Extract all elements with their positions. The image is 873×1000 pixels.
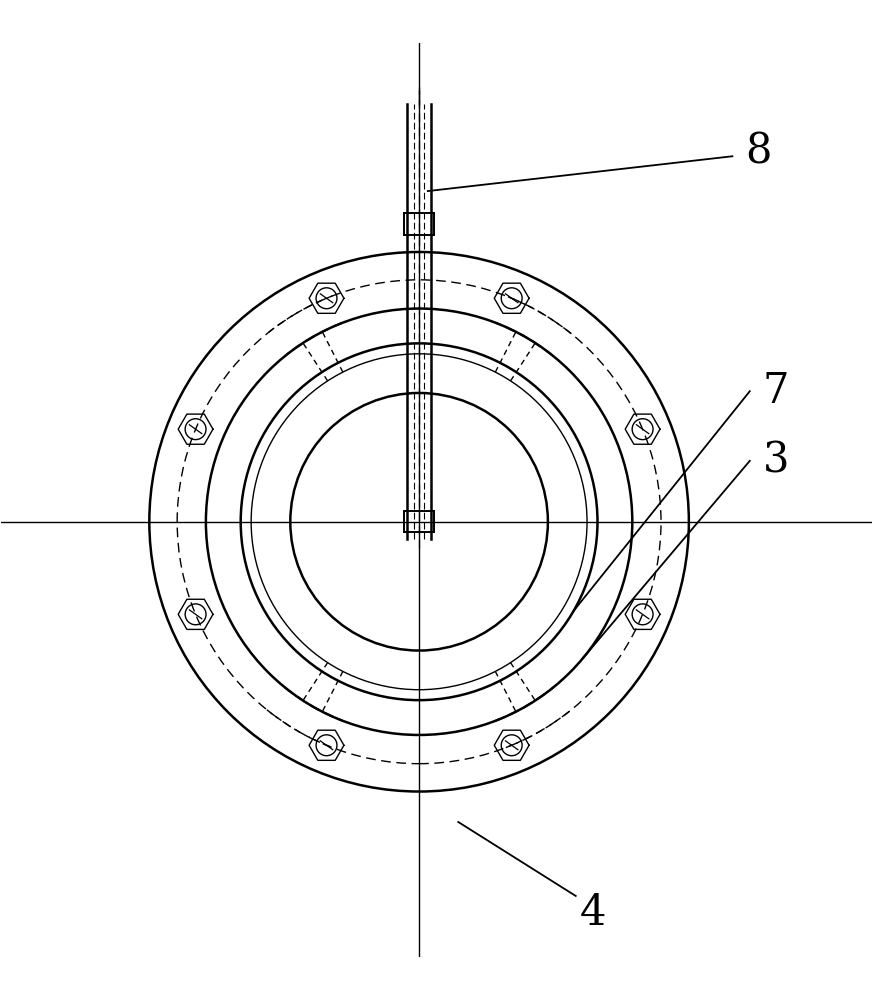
Text: 3: 3 bbox=[763, 440, 789, 482]
Text: 7: 7 bbox=[763, 370, 789, 412]
Text: 8: 8 bbox=[746, 131, 772, 173]
Text: 4: 4 bbox=[580, 892, 607, 934]
